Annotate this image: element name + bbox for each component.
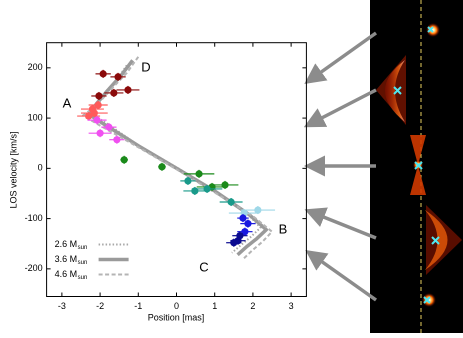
legend-label-sub: sun: [78, 260, 88, 266]
annotation: D: [141, 59, 150, 74]
legend-label: 4.6 M: [55, 269, 78, 279]
data-point: [239, 214, 247, 222]
data-point: [124, 86, 132, 94]
annotation: C: [199, 259, 208, 274]
data-point: [120, 156, 128, 164]
data-point: [110, 89, 118, 97]
image-panel: [370, 0, 463, 333]
data-point: [99, 70, 107, 78]
y-axis-label: LOS velocity [km/s]: [8, 131, 18, 208]
data-point: [96, 129, 104, 137]
data-point: [230, 239, 238, 247]
data-point: [158, 163, 166, 171]
arrows: [303, 31, 378, 302]
data-point: [94, 101, 102, 109]
data-point: [221, 181, 229, 189]
x-tick-label: 0: [174, 301, 179, 311]
legend-label-sub: sun: [78, 275, 88, 281]
x-tick-label: 1: [212, 301, 217, 311]
annotation: A: [63, 95, 72, 110]
y-tick-label: -100: [25, 213, 43, 223]
data-point: [114, 73, 122, 81]
legend-label-sub: sun: [78, 245, 88, 251]
legend-label: 2.6 M: [55, 239, 78, 249]
legend-label: 3.6 M: [55, 254, 78, 264]
model-curve: [81, 56, 273, 260]
y-tick-label: 0: [38, 163, 43, 173]
data-point: [241, 228, 249, 236]
data-point: [90, 109, 98, 117]
x-tick-label: -1: [134, 301, 142, 311]
data-point: [184, 177, 192, 185]
x-tick-label: -3: [58, 301, 66, 311]
data-point: [203, 185, 211, 193]
data-point: [93, 116, 101, 124]
data-point: [113, 136, 121, 144]
data-point: [95, 92, 103, 100]
y-tick-label: 200: [28, 62, 43, 72]
x-tick-label: 3: [289, 301, 294, 311]
x-tick-label: 2: [250, 301, 255, 311]
annotation: B: [279, 221, 288, 236]
x-axis-label: Position [mas]: [148, 312, 205, 322]
y-tick-label: 100: [28, 112, 43, 122]
model-curve: [86, 59, 269, 257]
data-point: [195, 170, 203, 178]
x-tick-label: -2: [96, 301, 104, 311]
data-point: [227, 198, 235, 206]
data-point: [85, 112, 93, 120]
y-tick-label: -200: [25, 263, 43, 273]
data-point: [244, 220, 252, 228]
data-point: [254, 206, 262, 214]
data-point: [105, 123, 113, 131]
